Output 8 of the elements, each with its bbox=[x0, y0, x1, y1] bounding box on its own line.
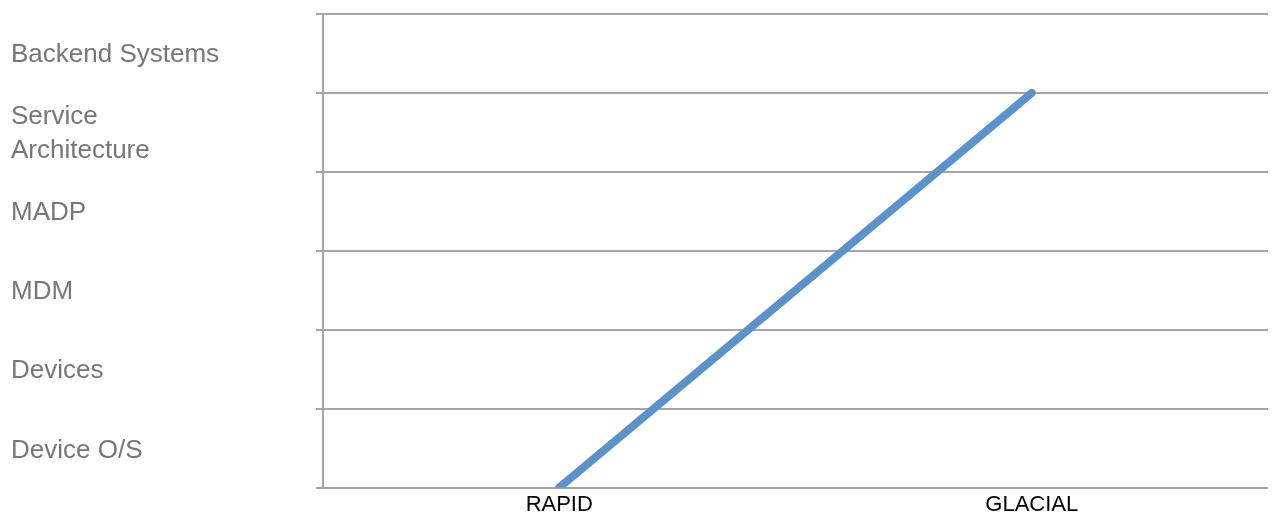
text: Backend Systems bbox=[11, 36, 220, 70]
text: Service Architecture bbox=[11, 98, 151, 166]
x-tick-label: GLACIAL bbox=[985, 490, 1079, 516]
x-tick-label: RAPID bbox=[525, 490, 593, 516]
text: MADP bbox=[11, 195, 87, 228]
text: MDM bbox=[11, 274, 74, 308]
text: Devices bbox=[11, 353, 104, 387]
text: Device O/S bbox=[11, 432, 143, 466]
